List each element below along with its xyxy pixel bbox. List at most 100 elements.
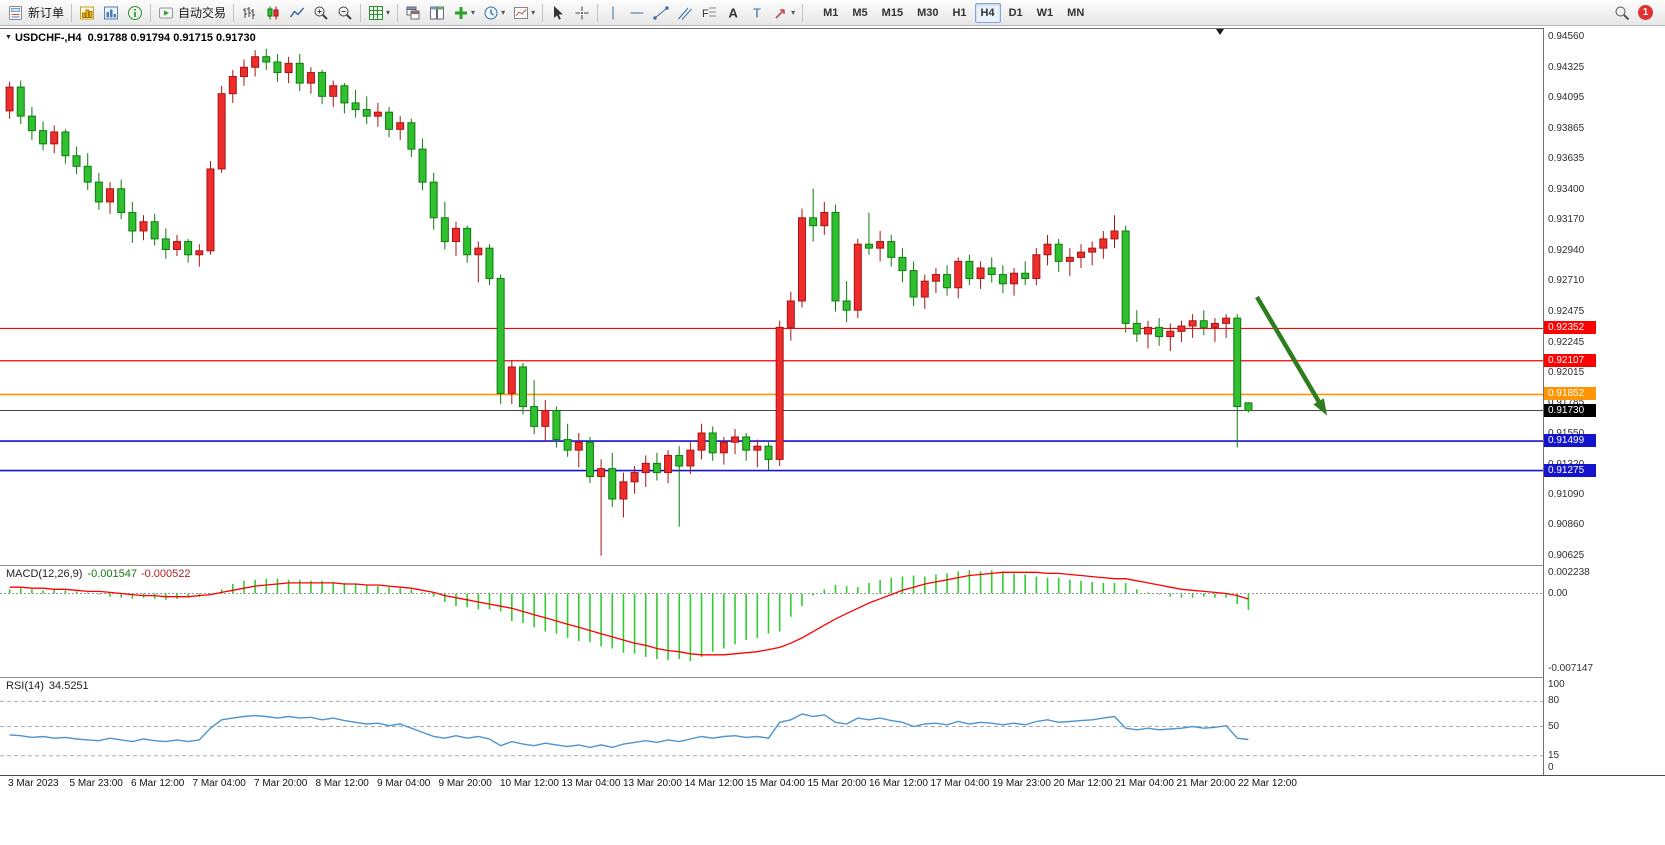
chart-bar-gold-button[interactable]: [75, 2, 99, 24]
fibonacci-icon: F: [701, 5, 717, 21]
price-tag: 0.91730: [1544, 403, 1596, 417]
toolbar-separator: [597, 3, 599, 22]
cursor-button[interactable]: [546, 2, 570, 24]
chart-gold-icon: [79, 5, 95, 21]
axis-tick: 0.94095: [1548, 92, 1585, 104]
chart-title: ▼ USDCHF-,H4 0.91788 0.91794 0.91715 0.917…: [5, 32, 256, 44]
dropdown-arrow-icon: ▾: [531, 8, 536, 17]
autotrade-play-icon: [158, 5, 174, 21]
time-label: 21 Mar 04:00: [1115, 778, 1174, 789]
equidistant-channel-button[interactable]: [673, 2, 697, 24]
candlestick-chart-button[interactable]: [261, 2, 285, 24]
axis-tick: 0.90860: [1548, 519, 1585, 531]
ohlc-bars-icon: [241, 5, 257, 21]
rsi-separator[interactable]: [0, 677, 1543, 678]
periods-button[interactable]: ▾: [479, 2, 509, 24]
svg-text:F: F: [702, 8, 709, 20]
time-label: 10 Mar 12:00: [500, 778, 559, 789]
macd-panel-canvas[interactable]: [0, 566, 1543, 676]
price-axis-border: [1543, 28, 1544, 776]
timeframe-button-m5[interactable]: M5: [852, 6, 868, 19]
add-indicator-icon: [453, 5, 469, 21]
cascade-windows-button[interactable]: [401, 2, 425, 24]
arrows-button[interactable]: ▾: [769, 2, 799, 24]
notification-badge[interactable]: 1: [1638, 5, 1653, 20]
zoom-in-button[interactable]: [309, 2, 333, 24]
time-label: 8 Mar 12:00: [315, 778, 369, 789]
toolbar-separator: [71, 3, 73, 22]
text-button[interactable]: A: [721, 2, 745, 24]
timeframe-button-m30[interactable]: M30: [917, 6, 939, 19]
time-label: 9 Mar 20:00: [438, 778, 492, 789]
bar-chart-button[interactable]: [237, 2, 261, 24]
price-axis[interactable]: 0.94560 0.94325 0.94095 0.93865 0.93635 0.934…: [1544, 0, 1665, 845]
rsi-panel-canvas[interactable]: [0, 678, 1543, 775]
macd-name: MACD(12,26,9): [6, 568, 83, 580]
cursor-icon: [550, 5, 566, 21]
axis-tick: 80: [1548, 695, 1560, 707]
rsi-value: 34.5251: [48, 680, 89, 692]
text-label-icon: T: [749, 5, 765, 21]
macd-separator[interactable]: [0, 565, 1543, 566]
chart-shift-marker[interactable]: [1216, 29, 1224, 35]
time-label: 3 Mar 2023: [8, 778, 59, 789]
time-label: 9 Mar 04:00: [377, 778, 431, 789]
zoom-out-button[interactable]: [333, 2, 357, 24]
toolbar-left: 新订单 自动交易 ▾ ▾ ▾ ▾ F A T ▾: [4, 0, 806, 25]
timeframe-button-h4[interactable]: H4: [974, 2, 1001, 23]
timeframe-button-m15[interactable]: M15: [881, 6, 904, 19]
axis-tick: 0.91550: [1548, 428, 1584, 439]
time-label: 16 Mar 12:00: [869, 778, 928, 789]
axis-tick: 0.94560: [1548, 30, 1585, 42]
horizontal-line-button[interactable]: [625, 2, 649, 24]
axis-tick: 0.91785: [1548, 397, 1584, 408]
indicators-button[interactable]: ▾: [449, 2, 479, 24]
one-click-trading-icon[interactable]: ▼: [5, 34, 12, 41]
price-tag: 0.92352: [1544, 321, 1596, 335]
axis-tick: 0.93170: [1548, 214, 1585, 226]
market-watch-button[interactable]: [99, 2, 123, 24]
svg-text:T: T: [753, 5, 761, 20]
channel-icon: [677, 5, 693, 21]
toolbar-separator: [542, 3, 544, 22]
line-chart-button[interactable]: [285, 2, 309, 24]
fibonacci-button[interactable]: F: [697, 2, 721, 24]
auto-trading-button[interactable]: 自动交易: [154, 2, 230, 24]
time-label: 13 Mar 20:00: [623, 778, 682, 789]
time-label: 19 Mar 23:00: [992, 778, 1051, 789]
timeframe-button-d1[interactable]: D1: [1008, 6, 1023, 19]
timeframe-button-mn[interactable]: MN: [1067, 6, 1085, 19]
axis-tick: 0.94325: [1548, 61, 1585, 73]
timeframe-button-m1[interactable]: M1: [823, 6, 839, 19]
zoom-in-icon: [313, 5, 329, 21]
data-window-button[interactable]: [123, 2, 147, 24]
crosshair-icon: [574, 5, 590, 21]
axis-tick: 0: [1548, 762, 1554, 774]
info-circle-icon: [127, 5, 143, 21]
templates-button[interactable]: ▾: [509, 2, 539, 24]
time-label: 14 Mar 12:00: [684, 778, 744, 789]
macd-label: MACD(12,26,9) -0.001547 -0.000522: [6, 568, 191, 580]
crosshair-button[interactable]: [570, 2, 594, 24]
axis-tick: 50: [1548, 720, 1560, 732]
text-label-button[interactable]: T: [745, 2, 769, 24]
time-label: 6 Mar 12:00: [131, 778, 185, 789]
new-chart-button[interactable]: ▾: [364, 2, 394, 24]
trendline-button[interactable]: [649, 2, 673, 24]
timeframe-button-h1[interactable]: H1: [952, 6, 967, 19]
rsi-name: RSI(14): [6, 680, 44, 692]
timeframe-button-w1[interactable]: W1: [1036, 6, 1054, 19]
tile-windows-button[interactable]: [425, 2, 449, 24]
axis-tick: 100: [1548, 678, 1565, 690]
main-chart-canvas[interactable]: [0, 29, 1543, 565]
vertical-line-button[interactable]: [601, 2, 625, 24]
time-label: 5 Mar 23:00: [69, 778, 123, 789]
axis-tick: -0.007147: [1548, 663, 1594, 675]
search-button[interactable]: [1610, 2, 1634, 24]
axis-tick: 0.90625: [1548, 550, 1585, 562]
vertical-line-icon: [605, 5, 621, 21]
new-order-button-label: 新订单: [28, 6, 65, 20]
time-label: 7 Mar 20:00: [254, 778, 308, 789]
new-order-button[interactable]: 新订单: [4, 2, 68, 24]
time-axis[interactable]: 3 Mar 2023 5 Mar 23:00 6 Mar 12:00 7 Mar 04…: [0, 775, 1665, 792]
